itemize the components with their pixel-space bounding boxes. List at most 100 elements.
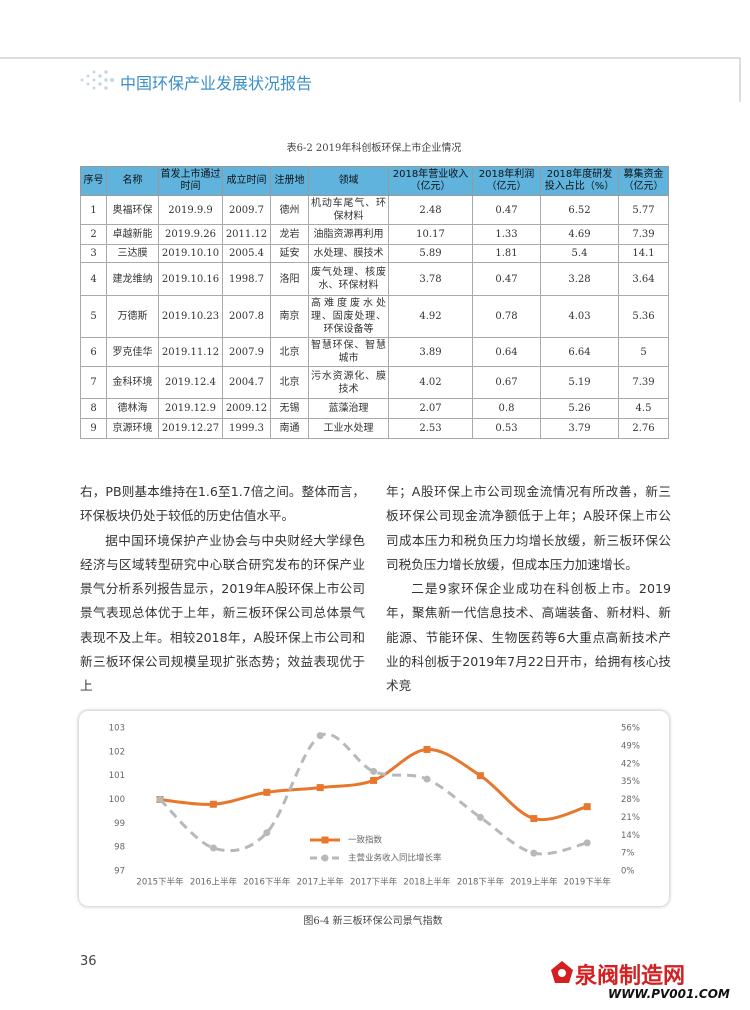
y2-tick-label: 28% [621,795,640,805]
table-row: 1 奥福环保 2019.9.9 2009.7 德州 机动车尾气、环保材料 2.48 0.47 6… [80,195,669,225]
figure-caption: 图6-4 新三板环保公司景气指数 [303,916,443,927]
table-cell: 无锡 [270,398,309,419]
table-cell: 2019.12.4 [158,366,223,399]
table-cell: 3.78 [388,262,473,296]
table-cell: 奥福环保 [106,195,159,225]
table-cell: 4.5 [618,398,669,419]
table-cell: 智慧环保、智慧城市 [308,337,389,367]
table-cell: 3.64 [618,262,669,296]
table-cell: 5.89 [388,244,473,263]
table-cell: 4.02 [388,366,473,399]
table-cell: 1.33 [472,224,541,245]
table-cell: 2019.11.12 [158,337,223,367]
x-tick-label: 2018下半年 [457,877,505,888]
header-title: 中国环保产业发展状况报告 [120,74,313,93]
point [583,839,591,847]
table-cell: 10.17 [388,224,473,245]
series-line [159,747,588,822]
table-cell: 3.28 [540,262,619,296]
table-cell: 洛阳 [270,262,309,296]
y2-tick-label: 21% [621,813,640,823]
paragraph: 据中国环境保护产业协会与中央财经大学绿色经济与区域转型研究中心联合研究发布的环保… [80,532,365,694]
point [209,800,217,808]
table-cell: 德林海 [106,398,159,419]
x-tick-label: 2017下半年 [350,877,398,888]
point [530,849,538,857]
watermark-url: WWW.PV001.COM [608,987,730,1001]
y2-tick-label: 56% [621,724,640,734]
point [583,803,591,811]
table-cell: 0.53 [472,418,541,439]
y-tick-label: 101 [109,771,125,781]
table-cell: 德州 [270,195,309,225]
column-header: 领域 [308,166,389,196]
table-cell: 罗克佳华 [106,337,159,367]
column-header: 募集资金（亿元） [618,166,669,196]
paragraph: 右，PB则基本维持在1.6至1.7倍之间。整体而言，环保板块仍处于较低的历史估值… [80,484,365,524]
column-header: 名称 [106,166,159,196]
table-cell: 4 [80,262,107,296]
table-cell: 工业水处理 [308,418,389,439]
legend-label: 主营业务收入同比增长率 [348,853,442,864]
table-row: 4 建龙维纳 2019.10.16 1998.7 洛阳 废气处理、核废水、环保材料 3.78… [80,262,669,296]
x-tick-label: 2016下半年 [243,877,291,888]
point [263,829,271,837]
point [263,788,271,796]
legend-marker [321,836,329,844]
table-cell: 8 [80,398,107,419]
y2-tick-label: 35% [621,777,640,787]
y2-tick-label: 7% [621,849,635,859]
y-tick-label: 97 [114,867,125,877]
table-cell: 3.79 [540,418,619,439]
table-cell: 蓝藻治理 [308,398,389,419]
table-cell: 6.52 [540,195,619,225]
point [156,796,164,803]
table-cell: 三达膜 [106,244,159,263]
table-cell: 延安 [270,244,309,263]
y2-tick-label: 14% [621,831,640,841]
table-cell: 5.36 [618,295,669,338]
table-cell: 7 [80,366,107,399]
table-cell: 7.39 [618,366,669,399]
table-cell: 2019.12.27 [158,418,223,439]
table-cell: 1999.3 [222,418,271,439]
point [316,732,324,740]
table-cell: 2019.10.16 [158,262,223,296]
series-line [158,732,588,856]
table-cell: 2019.9.9 [158,195,223,225]
paragraph: 二是9家环保企业成功在科创板上市。2019年，聚焦新一代信息技术、高端装备、新材… [386,581,671,694]
table-row: 3 三达膜 2019.10.10 2005.4 延安 水处理、膜技术 5.89 1.81 5.4… [80,244,669,263]
table-cell: 万德斯 [106,295,159,338]
table-row: 2 卓越新能 2019.9.26 2011.12 龙岩 油脂资源再利用 10.17 1.33 4… [80,224,669,245]
y2-tick-label: 42% [621,759,640,769]
table-cell: 5 [80,295,107,338]
watermark-logo [551,961,573,983]
page-number: 36 [80,954,97,969]
table-cell: 2.48 [388,195,473,225]
y-tick-label: 103 [109,724,125,734]
table-cell: 2.53 [388,418,473,439]
paragraph: 年；A股环保上市公司现金流情况有所改善，新三板环保公司现金流净额低于上年；A股环… [386,484,671,572]
table-cell: 5.19 [540,366,619,399]
point [530,815,538,823]
left-column: 右，PB则基本维持在1.6至1.7倍之间。整体而言，环保板块仍处于较低的历史估值… [80,480,365,699]
legend-label: 一致指数 [348,835,383,846]
chart-frame [78,710,670,907]
point [423,775,431,783]
table-cell: 4.92 [388,295,473,338]
table-row: 5 万德斯 2019.10.23 2007.8 南京 高难度废水处理、固废处理、环保设备等… [80,295,669,338]
table-cell: 5.4 [540,244,619,263]
table-cell: 0.67 [472,366,541,399]
table-cell: 2.76 [618,418,669,439]
table-cell: 卓越新能 [106,224,159,245]
table-row: 6 罗克佳华 2019.11.12 2007.9 北京 智慧环保、智慧城市 3.89 0.64… [80,337,669,367]
table-cell: 北京 [270,337,309,367]
table-cell: 机动车尾气、环保材料 [308,195,389,225]
table-cell: 0.8 [472,398,541,419]
table-row: 9 京源环境 2019.12.27 1999.3 南通 工业水处理 2.53 0.53 3.79… [80,418,669,439]
header-decor [0,57,741,102]
table-cell: 高难度废水处理、固废处理、环保设备等 [308,295,389,338]
table-cell: 3.89 [388,337,473,367]
table-cell: 2004.7 [222,366,271,399]
